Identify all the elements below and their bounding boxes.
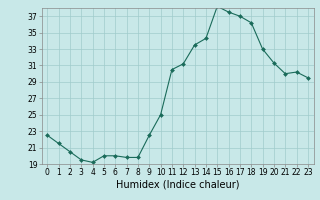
X-axis label: Humidex (Indice chaleur): Humidex (Indice chaleur) <box>116 180 239 190</box>
